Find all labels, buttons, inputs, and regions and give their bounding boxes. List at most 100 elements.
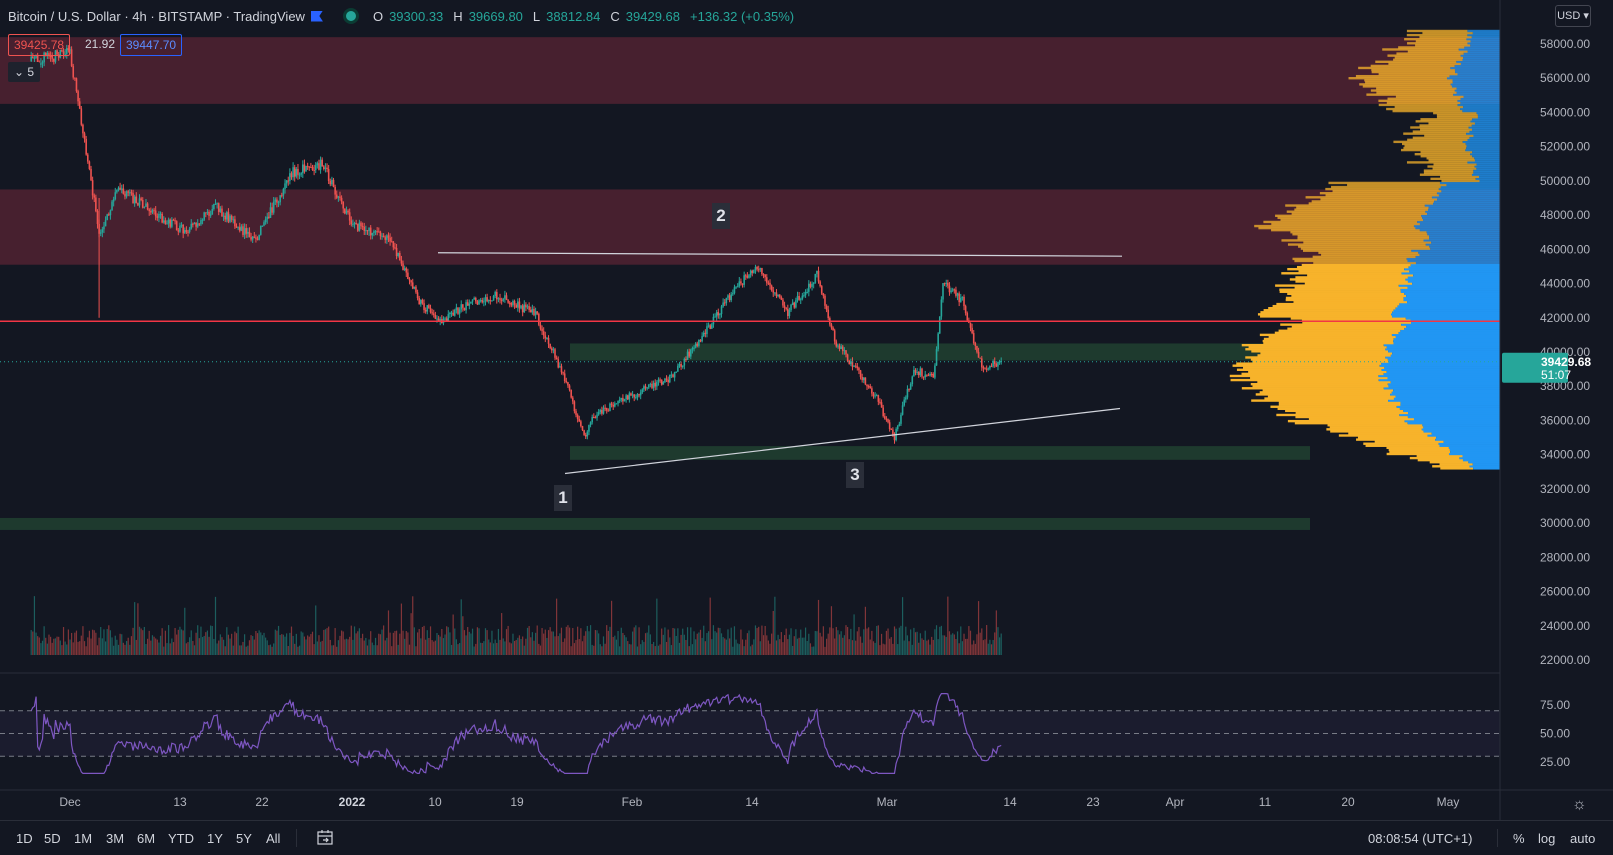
candle-body [276, 199, 278, 203]
volume-bar [764, 625, 766, 655]
volume-profile-bar [1366, 93, 1454, 96]
volume-bar [441, 628, 443, 655]
candle-body [657, 379, 660, 382]
timezone-clock[interactable]: 08:08:54 (UTC+1) [1368, 831, 1473, 846]
candle-body [575, 411, 577, 415]
volume-bar [318, 635, 320, 655]
calendar-goto-icon[interactable] [316, 829, 334, 847]
volume-bar [426, 630, 428, 655]
auto-scale-button[interactable]: auto [1570, 831, 1596, 846]
volume-bar [43, 626, 45, 655]
volume-profile-bar [1454, 89, 1500, 92]
candle-body [313, 169, 315, 171]
annotation-label-3[interactable]: 3 [846, 462, 864, 488]
volume-bar [376, 645, 378, 655]
volume-profile-bar [1467, 29, 1500, 33]
volume-profile-bar [1263, 309, 1394, 312]
buy-price-button[interactable]: 39447.70 [120, 34, 183, 56]
volume-profile-bar [1355, 74, 1450, 78]
candle-body [407, 272, 409, 280]
volume-profile-bar [1371, 70, 1456, 74]
volume-bar [753, 639, 755, 655]
volume-profile-bar [1465, 142, 1500, 146]
settings-gear-icon[interactable]: ☼ [1572, 796, 1587, 813]
volume-profile-bar [1415, 255, 1500, 259]
range-5d-button[interactable]: 5D [44, 831, 61, 846]
candle-body [200, 220, 202, 225]
volume-bar [33, 596, 36, 655]
volume-bar [882, 643, 884, 655]
candle-body [243, 228, 246, 235]
indicators-collapse-button[interactable]: ⌄ 5 [8, 62, 40, 82]
volume-bar [434, 640, 436, 655]
candle-body [578, 418, 581, 422]
time-axis-label: 22 [255, 795, 269, 809]
volume-profile-bar [1370, 89, 1455, 92]
range-1y-button[interactable]: 1Y [207, 831, 223, 846]
flag-icon[interactable] [310, 10, 323, 22]
volume-bar [1000, 633, 1002, 655]
candle-body [255, 237, 257, 239]
volume-profile-bar [1287, 419, 1405, 423]
candle-body [528, 306, 530, 310]
candle-body [662, 382, 665, 385]
percent-scale-button[interactable]: % [1513, 831, 1525, 846]
volume-profile-bar [1289, 278, 1406, 281]
log-scale-button[interactable]: log [1538, 831, 1556, 846]
volume-bar [767, 640, 769, 655]
annotation-label-2[interactable]: 2 [712, 203, 730, 229]
candle-body [668, 374, 671, 383]
symbol-title[interactable]: Bitcoin / U.S. Dollar · 4h · BITSTAMP · … [8, 8, 305, 24]
candle-body [432, 313, 435, 315]
price-axis-label: 30000.00 [1540, 516, 1590, 530]
volume-bar [61, 645, 63, 655]
volume-bar [535, 632, 537, 655]
chart-canvas[interactable]: 658000.0056000.0054000.0052000.0050000.0… [0, 0, 1613, 820]
range-6m-button[interactable]: 6M [137, 831, 156, 846]
candle-body [466, 302, 469, 306]
candle-body [274, 199, 277, 202]
volume-bar [40, 643, 42, 655]
candle-body [353, 223, 356, 225]
volume-bar [630, 644, 632, 655]
volume-bar [462, 616, 464, 655]
volume-bar [284, 636, 286, 655]
annotation-label-1[interactable]: 1 [554, 485, 572, 511]
range-5y-button[interactable]: 5Y [236, 831, 252, 846]
range-ytd-button[interactable]: YTD [168, 831, 194, 846]
volume-profile-bar [1408, 411, 1500, 415]
sell-price-button[interactable]: 39425.78 [8, 34, 71, 56]
volume-profile-bar [1439, 444, 1500, 447]
volume-bar [544, 629, 546, 655]
drawing-lines[interactable] [0, 252, 1500, 475]
candle-body [982, 367, 985, 369]
volume-profile-bar [1404, 144, 1467, 148]
volume-profile-bar [1403, 146, 1467, 150]
range-1m-button[interactable]: 1M [74, 831, 93, 846]
candle-body [171, 219, 173, 227]
volume-bar [551, 631, 553, 655]
candle-body [382, 235, 385, 238]
candle-body [762, 274, 765, 276]
volume-profile-bar [1439, 181, 1500, 185]
volume-bar [859, 636, 862, 655]
range-3m-button[interactable]: 3M [106, 831, 125, 846]
range-1d-button[interactable]: 1D [16, 831, 33, 846]
candle-body [862, 377, 865, 381]
volume-profile-bar [1365, 444, 1440, 447]
volume-bar [350, 625, 352, 655]
candle-body [348, 212, 351, 221]
currency-select[interactable]: USD ▾ [1555, 5, 1591, 27]
volume-bar [321, 640, 323, 655]
candle-body [245, 228, 248, 234]
volume-profile-bar [1294, 421, 1408, 425]
volume-profile-bar [1420, 150, 1473, 154]
volume-bar [578, 639, 580, 655]
time-axis-label: 23 [1086, 795, 1100, 809]
volume-profile-bar [1402, 142, 1466, 146]
range-all-button[interactable]: All [266, 831, 281, 846]
volume-profile-bar [1406, 294, 1500, 298]
volume-bar [614, 635, 616, 655]
volume-profile-bar [1457, 99, 1500, 103]
volume-profile-bar [1358, 66, 1451, 70]
